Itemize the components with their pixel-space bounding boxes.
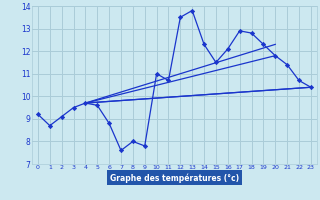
X-axis label: Graphe des températures (°c): Graphe des températures (°c) [110, 173, 239, 183]
